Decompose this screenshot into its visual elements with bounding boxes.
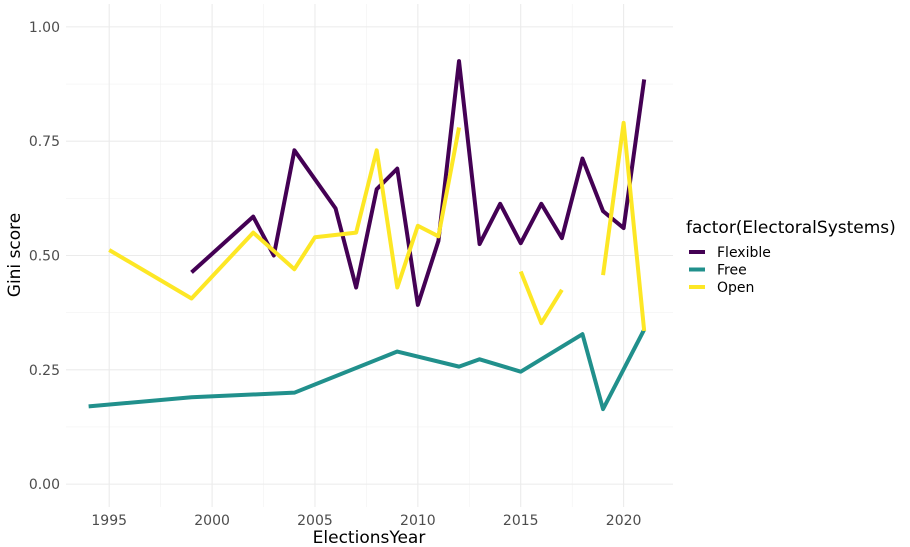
x-tick-label: 2000: [194, 513, 230, 529]
legend-label-flexible: Flexible: [717, 245, 771, 261]
series-lines: [88, 59, 647, 412]
x-tick-label: 1995: [91, 513, 127, 529]
y-axis-ticks: 0.00 0.25 0.50 0.75 1.00: [29, 20, 60, 493]
series-line-free: [88, 328, 646, 412]
y-axis-title: Gini score: [5, 213, 25, 297]
legend: factor(ElectoralSystems) Flexible FreeOpe…: [686, 218, 896, 296]
legend-label-open: Open: [717, 280, 754, 296]
x-tick-label: 2015: [503, 513, 539, 529]
series-line-open: [108, 127, 461, 301]
x-axis-ticks: 1995 2000 2005 2010 2015 2020: [91, 513, 641, 529]
x-tick-label: 2020: [606, 513, 642, 529]
x-axis-title: ElectionsYear: [313, 528, 426, 547]
x-tick-label: 2005: [297, 513, 333, 529]
grid: [66, 4, 673, 507]
y-tick-label: 0.00: [29, 477, 60, 493]
series-line-flexible: [190, 59, 647, 307]
legend-label-free: Free: [717, 263, 747, 279]
series-line-open: [518, 270, 564, 326]
y-tick-label: 0.75: [29, 134, 60, 150]
y-tick-label: 0.25: [29, 363, 60, 379]
series-line-open: [601, 120, 647, 332]
legend-title: factor(ElectoralSystems): [686, 218, 896, 238]
y-tick-label: 1.00: [29, 20, 60, 36]
x-tick-label: 2010: [400, 513, 436, 529]
y-tick-label: 0.50: [29, 249, 60, 265]
